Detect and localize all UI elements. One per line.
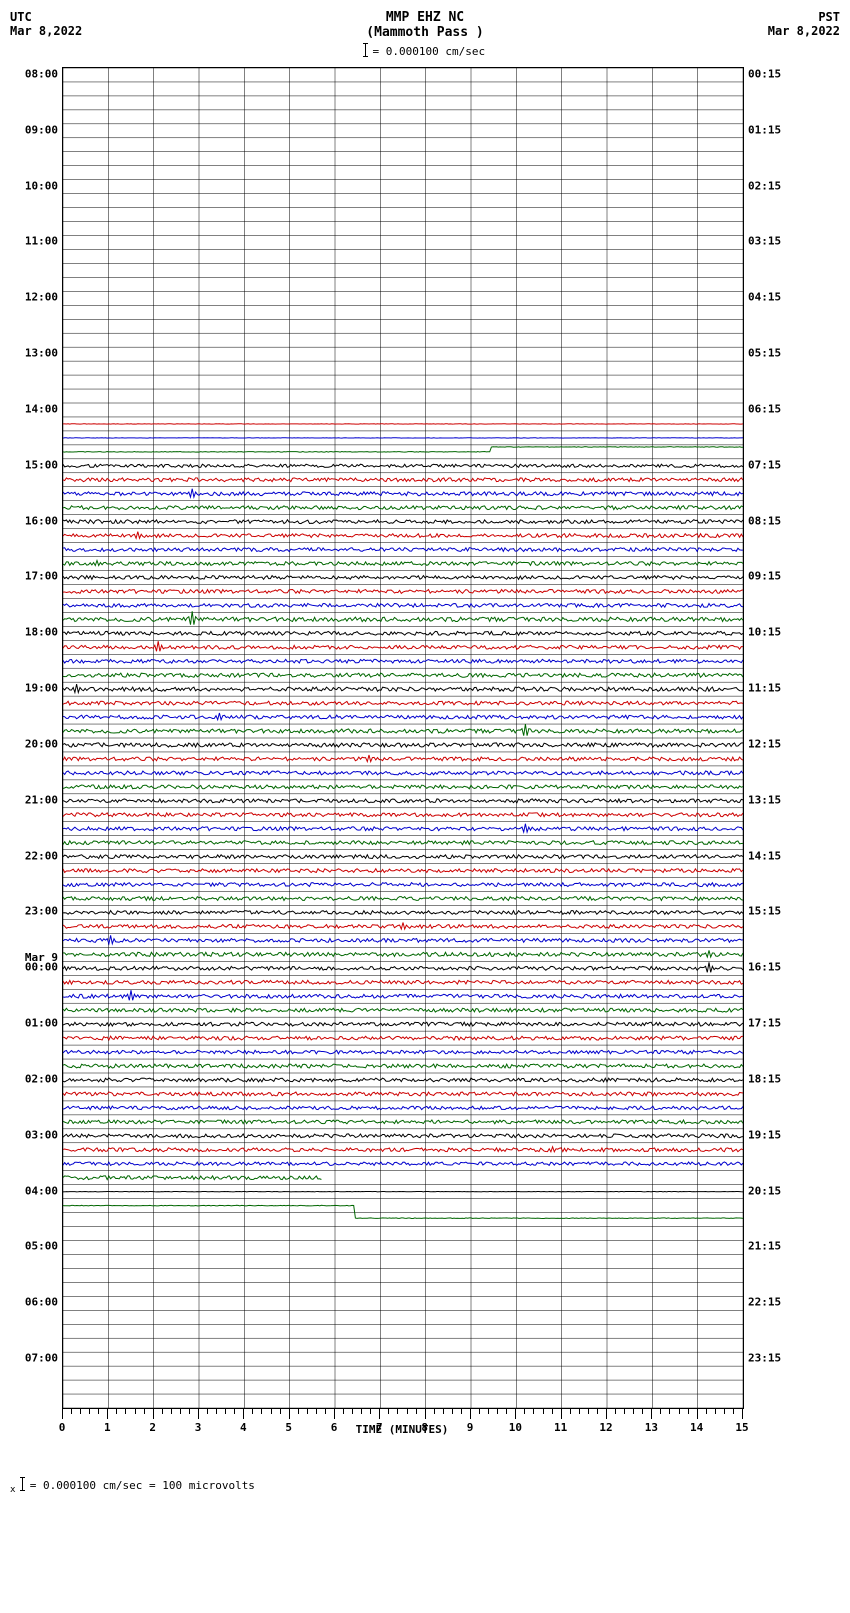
x-axis-title: TIME (MINUTES) [62, 1423, 742, 1436]
date-right: Mar 8,2022 [740, 24, 840, 38]
utc-hour-label: 05:00 [14, 1240, 58, 1253]
x-tick-label: 5 [285, 1421, 292, 1434]
x-tick-label: 13 [645, 1421, 658, 1434]
pst-hour-label: 18:15 [748, 1072, 792, 1085]
y-axis-pst: 00:15 01:15 02:15 03:15 04:15 05:15 06:15 07:15… [744, 67, 796, 1409]
utc-hour-label: 16:00 [14, 514, 58, 527]
x-tick-label: 7 [376, 1421, 383, 1434]
x-tick-label: 3 [195, 1421, 202, 1434]
utc-hour-label: 03:00 [14, 1128, 58, 1141]
pst-hour-label: 19:15 [748, 1128, 792, 1141]
pst-hour-label: 04:15 [748, 291, 792, 304]
header-pst: PST Mar 8,2022 [740, 10, 840, 38]
date-left: Mar 8,2022 [10, 24, 110, 38]
scale-bar-icon [365, 43, 366, 57]
pst-hour-label: 07:15 [748, 458, 792, 471]
utc-hour-label: 20:00 [14, 737, 58, 750]
pst-hour-label: 20:15 [748, 1184, 792, 1197]
title-line1: MMP EHZ NC [110, 10, 740, 25]
utc-hour-label: 10:00 [14, 179, 58, 192]
pst-hour-label: 00:15 [748, 67, 792, 80]
utc-hour-label: 09:00 [14, 123, 58, 136]
utc-hour-label: 17:00 [14, 570, 58, 583]
pst-hour-label: 14:15 [748, 849, 792, 862]
pst-hour-label: 21:15 [748, 1240, 792, 1253]
x-tick-label: 14 [690, 1421, 703, 1434]
utc-hour-label: 06:00 [14, 1296, 58, 1309]
x-tick-label: 8 [421, 1421, 428, 1434]
x-tick-label: 1 [104, 1421, 111, 1434]
header-title: MMP EHZ NC (Mammoth Pass ) [110, 10, 740, 40]
scale-text: = 0.000100 cm/sec [373, 45, 486, 58]
pst-hour-label: 12:15 [748, 737, 792, 750]
utc-hour-label: 08:00 [14, 67, 58, 80]
x-tick-label: 12 [599, 1421, 612, 1434]
tz-left: UTC [10, 10, 110, 24]
pst-hour-label: 22:15 [748, 1296, 792, 1309]
header: UTC Mar 8,2022 MMP EHZ NC (Mammoth Pass … [10, 10, 840, 40]
pst-hour-label: 09:15 [748, 570, 792, 583]
utc-hour-label: 12:00 [14, 291, 58, 304]
y-axis-utc: 08:00 09:00 10:00 11:00 12:00 13:00 14:00 15:00… [10, 67, 62, 1409]
utc-date-mark: Mar 9 [0, 951, 58, 964]
footer-text: = 0.000100 cm/sec = 100 microvolts [30, 1479, 255, 1492]
utc-hour-label: 13:00 [14, 347, 58, 360]
pst-hour-label: 23:15 [748, 1352, 792, 1365]
utc-hour-label: 18:00 [14, 626, 58, 639]
top-scale-legend: = 0.000100 cm/sec [10, 45, 840, 59]
utc-hour-label: 04:00 [14, 1184, 58, 1197]
title-line2: (Mammoth Pass ) [110, 25, 740, 40]
tz-right: PST [740, 10, 840, 24]
pst-hour-label: 02:15 [748, 179, 792, 192]
pst-hour-label: 15:15 [748, 905, 792, 918]
utc-hour-label: 19:00 [14, 682, 58, 695]
pst-hour-label: 11:15 [748, 682, 792, 695]
x-ticks: 0123456789101112131415 [62, 1409, 742, 1421]
scale-bar-icon [22, 1477, 23, 1491]
pst-hour-label: 05:15 [748, 347, 792, 360]
footer-scale: x = 0.000100 cm/sec = 100 microvolts [10, 1479, 840, 1495]
pst-hour-label: 08:15 [748, 514, 792, 527]
pst-hour-label: 13:15 [748, 793, 792, 806]
x-tick-label: 10 [509, 1421, 522, 1434]
pst-hour-label: 17:15 [748, 1017, 792, 1030]
pst-hour-label: 03:15 [748, 235, 792, 248]
x-tick-label: 15 [735, 1421, 748, 1434]
utc-hour-label: 23:00 [14, 905, 58, 918]
pst-hour-label: 01:15 [748, 123, 792, 136]
x-tick-label: 4 [240, 1421, 247, 1434]
pst-hour-label: 10:15 [748, 626, 792, 639]
seismogram-container: UTC Mar 8,2022 MMP EHZ NC (Mammoth Pass … [10, 10, 840, 1495]
header-utc: UTC Mar 8,2022 [10, 10, 110, 38]
pst-hour-label: 16:15 [748, 961, 792, 974]
seismogram-plot [62, 67, 744, 1409]
x-tick-label: 9 [467, 1421, 474, 1434]
utc-hour-label: 02:00 [14, 1072, 58, 1085]
x-tick-label: 2 [149, 1421, 156, 1434]
utc-hour-label: 22:00 [14, 849, 58, 862]
plot-wrap: 08:00 09:00 10:00 11:00 12:00 13:00 14:00 15:00… [10, 67, 840, 1409]
utc-hour-label: 14:00 [14, 402, 58, 415]
utc-hour-label: 15:00 [14, 458, 58, 471]
x-axis: 0123456789101112131415 TIME (MINUTES) [62, 1409, 742, 1449]
utc-hour-label: 11:00 [14, 235, 58, 248]
utc-hour-label: 07:00 [14, 1352, 58, 1365]
utc-hour-label: 21:00 [14, 793, 58, 806]
utc-hour-label: 01:00 [14, 1017, 58, 1030]
x-tick-label: 11 [554, 1421, 567, 1434]
x-tick-label: 0 [59, 1421, 66, 1434]
x-tick-label: 6 [331, 1421, 338, 1434]
pst-hour-label: 06:15 [748, 402, 792, 415]
